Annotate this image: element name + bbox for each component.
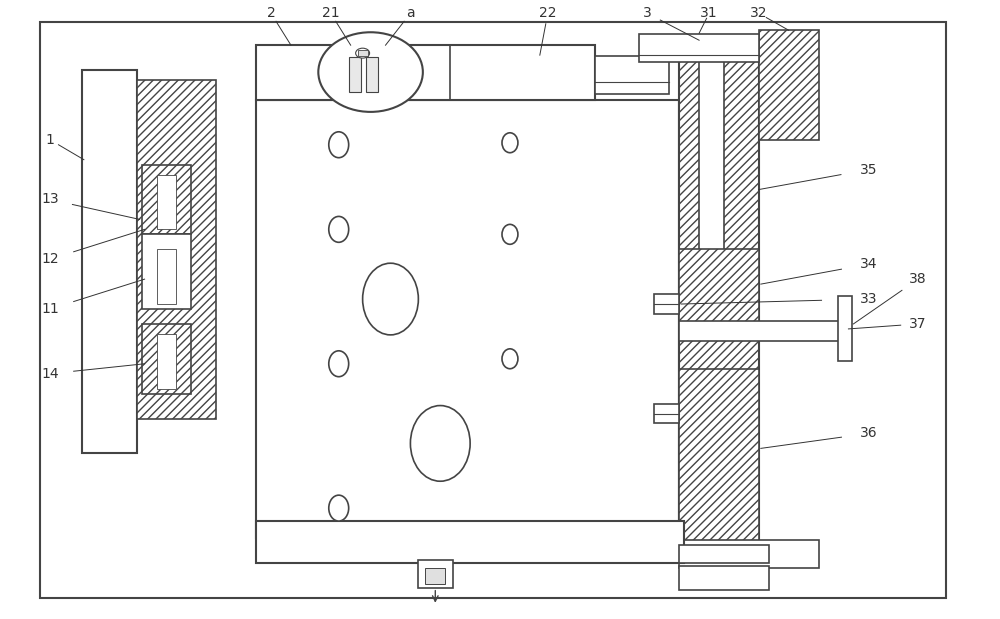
Bar xyxy=(142,324,191,394)
Bar xyxy=(157,334,176,389)
Bar xyxy=(679,40,759,543)
Bar xyxy=(639,34,759,62)
Text: 38: 38 xyxy=(909,272,927,286)
Bar xyxy=(654,294,679,314)
Ellipse shape xyxy=(502,224,518,245)
Ellipse shape xyxy=(329,217,349,242)
Bar xyxy=(137,80,216,418)
Text: 32: 32 xyxy=(750,6,768,20)
Bar xyxy=(654,404,679,423)
Bar xyxy=(256,100,679,538)
Ellipse shape xyxy=(329,351,349,377)
Bar xyxy=(142,235,191,309)
Bar xyxy=(418,560,453,588)
Bar xyxy=(679,321,843,341)
Bar xyxy=(142,165,191,235)
Bar xyxy=(759,30,819,140)
Bar xyxy=(157,175,176,230)
Bar xyxy=(82,70,137,453)
Ellipse shape xyxy=(329,132,349,158)
Text: 12: 12 xyxy=(41,252,59,266)
Bar xyxy=(679,540,819,568)
Ellipse shape xyxy=(363,263,418,335)
Bar xyxy=(679,545,769,563)
Text: 14: 14 xyxy=(41,366,59,381)
Text: 11: 11 xyxy=(41,302,59,316)
Bar xyxy=(256,45,595,100)
Bar xyxy=(349,57,361,92)
Text: 37: 37 xyxy=(909,317,927,331)
Text: 2: 2 xyxy=(267,6,275,20)
Text: 13: 13 xyxy=(41,193,59,207)
Ellipse shape xyxy=(502,349,518,369)
Ellipse shape xyxy=(356,48,370,58)
Bar xyxy=(366,57,378,92)
Bar xyxy=(157,249,176,304)
Bar xyxy=(679,369,759,543)
Ellipse shape xyxy=(410,405,470,481)
Ellipse shape xyxy=(318,32,423,112)
Text: 31: 31 xyxy=(700,6,718,20)
Ellipse shape xyxy=(329,495,349,521)
Text: 34: 34 xyxy=(860,258,877,271)
Text: 35: 35 xyxy=(860,163,877,176)
Text: 22: 22 xyxy=(539,6,557,20)
Text: 33: 33 xyxy=(860,292,877,306)
Bar xyxy=(699,35,724,269)
Text: 36: 36 xyxy=(860,426,877,441)
Bar xyxy=(425,568,445,584)
Bar xyxy=(358,50,368,56)
Text: 1: 1 xyxy=(46,132,54,147)
Bar xyxy=(679,249,759,329)
Text: 21: 21 xyxy=(322,6,340,20)
Bar xyxy=(838,296,852,361)
Bar xyxy=(595,56,669,94)
Bar xyxy=(256,521,684,563)
Text: 3: 3 xyxy=(643,6,652,20)
Bar xyxy=(679,566,769,590)
Text: a: a xyxy=(406,6,415,20)
Ellipse shape xyxy=(502,133,518,153)
